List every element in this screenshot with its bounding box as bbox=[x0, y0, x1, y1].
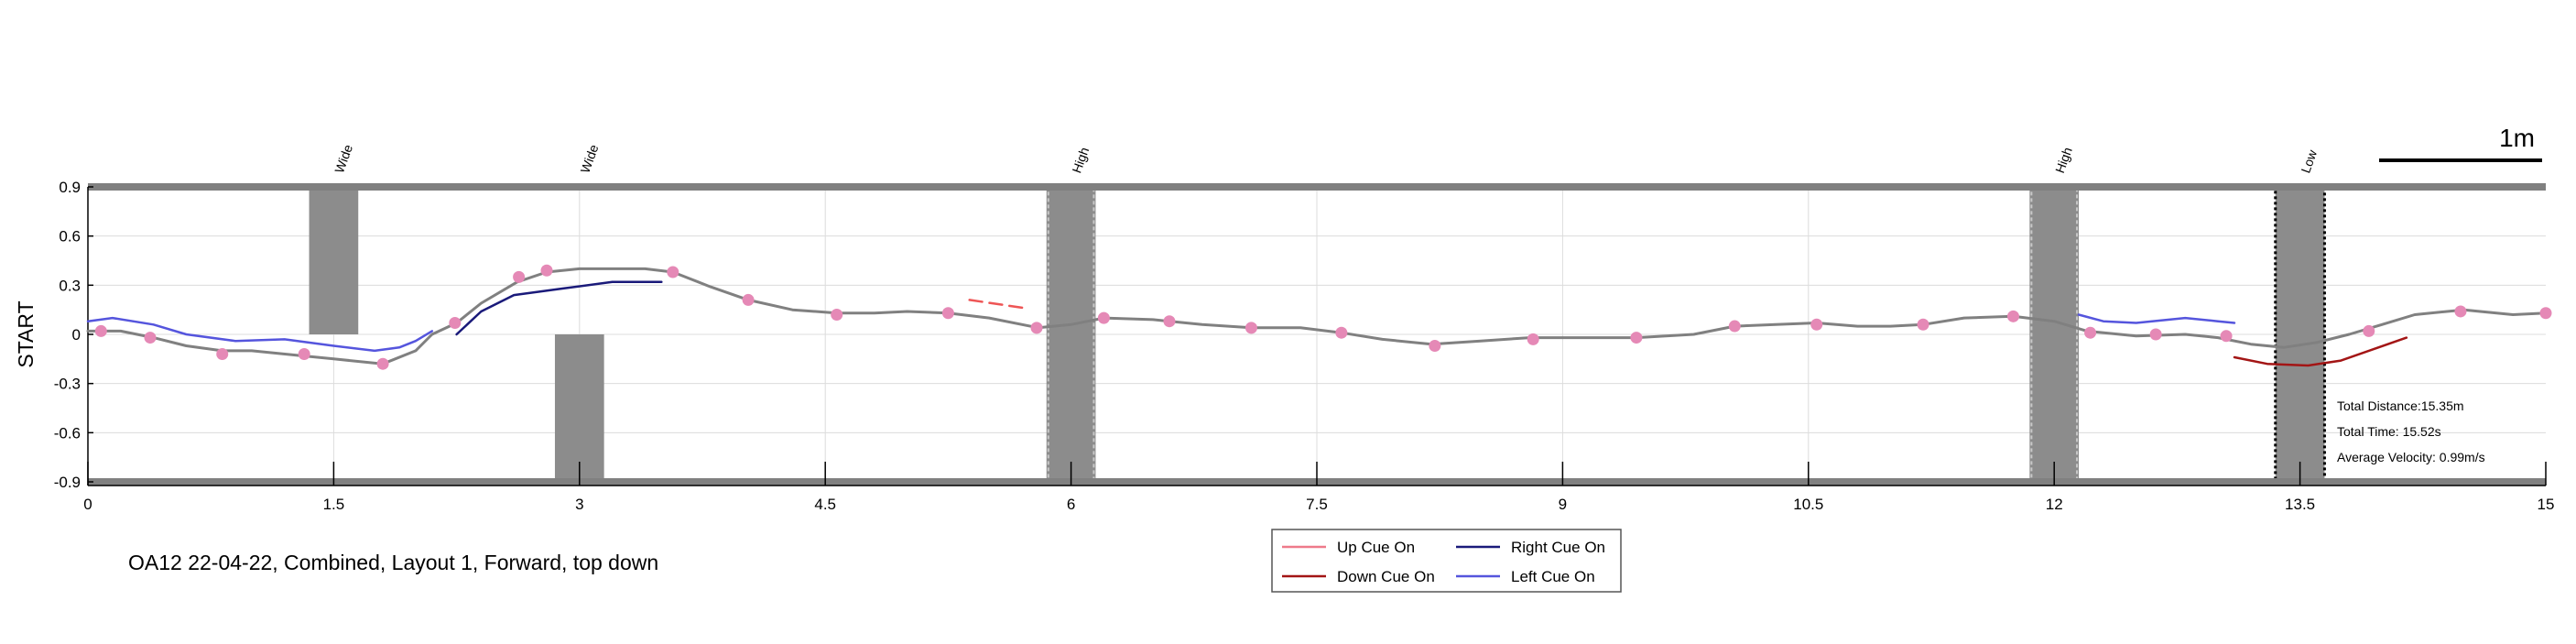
path-marker bbox=[2539, 307, 2552, 320]
path-marker bbox=[1163, 315, 1176, 328]
x-tick-label: 0 bbox=[83, 496, 92, 513]
path-marker bbox=[144, 332, 157, 344]
obstacle-label: High bbox=[2052, 145, 2075, 175]
series-line-left-cue-on bbox=[86, 316, 434, 353]
series-line-down-cue-on bbox=[2233, 336, 2408, 367]
obstacle-high bbox=[1046, 187, 1096, 482]
y-tick-label: -0.9 bbox=[54, 474, 81, 491]
y-axis-label: START bbox=[14, 300, 38, 367]
path-marker bbox=[1097, 311, 1110, 324]
path-marker bbox=[513, 270, 526, 283]
x-tick-label: 12 bbox=[2046, 496, 2063, 513]
path-marker bbox=[2220, 330, 2233, 343]
y-tick-label: 0.6 bbox=[59, 228, 81, 246]
path-marker bbox=[298, 347, 310, 360]
obstacle-high bbox=[2029, 187, 2080, 482]
series-line-left-cue-on bbox=[2077, 313, 2236, 324]
x-tick-label: 6 bbox=[1067, 496, 1075, 513]
legend-label-up-cue: Up Cue On bbox=[1337, 539, 1415, 556]
legend-label-left-cue: Left Cue On bbox=[1511, 568, 1595, 585]
path-marker bbox=[1917, 318, 1929, 331]
scale-bar: 1m bbox=[2379, 124, 2542, 162]
y-tick-label: -0.3 bbox=[54, 376, 81, 393]
legend-label-right-cue: Right Cue On bbox=[1511, 539, 1605, 556]
stat-average-velocity: Average Velocity: 0.99m/s bbox=[2337, 450, 2485, 464]
path-marker bbox=[2363, 324, 2375, 337]
obstacle-label: Wide bbox=[578, 142, 602, 175]
x-tick-label: 1.5 bbox=[323, 496, 345, 513]
scale-bar-label: 1m bbox=[2499, 124, 2535, 152]
obstacle-label: Low bbox=[2298, 147, 2320, 175]
path-marker bbox=[2006, 310, 2019, 322]
path-marker bbox=[1030, 322, 1043, 334]
obstacle-low bbox=[2275, 187, 2325, 482]
x-tick-label: 4.5 bbox=[814, 496, 836, 513]
stat-total-time: Total Time: 15.52s bbox=[2337, 424, 2441, 439]
x-tick-label: 15 bbox=[2538, 496, 2555, 513]
series-line-up-cue-on bbox=[968, 299, 1027, 310]
path-marker bbox=[1245, 322, 1257, 334]
path-marker bbox=[941, 307, 954, 320]
path-marker bbox=[540, 264, 553, 277]
path-marker bbox=[94, 324, 107, 337]
y-tick-label: 0.9 bbox=[59, 179, 81, 196]
series-line-right-cue-on bbox=[455, 280, 663, 336]
path-marker bbox=[376, 357, 389, 370]
legend: Up Cue On Right Cue On Down Cue On Left … bbox=[1271, 529, 1622, 593]
x-tick-label: 7.5 bbox=[1306, 496, 1328, 513]
y-tick-label: -0.6 bbox=[54, 424, 81, 442]
x-tick-label: 13.5 bbox=[2285, 496, 2315, 513]
path-marker bbox=[1728, 320, 1741, 333]
path-marker bbox=[742, 293, 755, 306]
stat-total-distance: Total Distance:15.35m bbox=[2337, 398, 2464, 413]
path-marker bbox=[2454, 305, 2467, 318]
obstacle-wide bbox=[554, 334, 604, 482]
path-marker bbox=[831, 309, 843, 322]
path-marker bbox=[1630, 332, 1643, 344]
axis-ticks: 0 1.5 3 4.5 6 7.5 9 10.5 12 13.5 15 0.9 0.6 0.3 0 -0.3 -… bbox=[54, 179, 2555, 513]
summary-stats: Total Distance:15.35m Total Time: 15.52s… bbox=[2337, 398, 2485, 464]
chart-caption: OA12 22-04-22, Combined, Layout 1, Forwa… bbox=[128, 551, 658, 574]
path-marker bbox=[2084, 326, 2097, 339]
x-tick-label: 10.5 bbox=[1793, 496, 1823, 513]
obstacle-label: High bbox=[1069, 145, 1092, 175]
path-marker bbox=[667, 266, 679, 278]
obstacle-label: Wide bbox=[332, 142, 355, 175]
path-marker bbox=[449, 316, 462, 329]
legend-label-down-cue: Down Cue On bbox=[1337, 568, 1435, 585]
path-marker bbox=[2149, 328, 2162, 341]
path-marker bbox=[1429, 340, 1441, 353]
path-marker bbox=[1335, 326, 1348, 339]
x-tick-label: 9 bbox=[1559, 496, 1567, 513]
obstacle-wide bbox=[309, 187, 359, 334]
path-markers bbox=[94, 264, 2552, 370]
y-tick-label: 0 bbox=[72, 326, 81, 344]
x-tick-label: 3 bbox=[575, 496, 583, 513]
path-marker bbox=[216, 347, 229, 360]
path-marker bbox=[1810, 318, 1823, 331]
legend-box bbox=[1271, 529, 1622, 593]
y-tick-label: 0.3 bbox=[59, 277, 81, 294]
path-marker bbox=[1527, 333, 1539, 345]
